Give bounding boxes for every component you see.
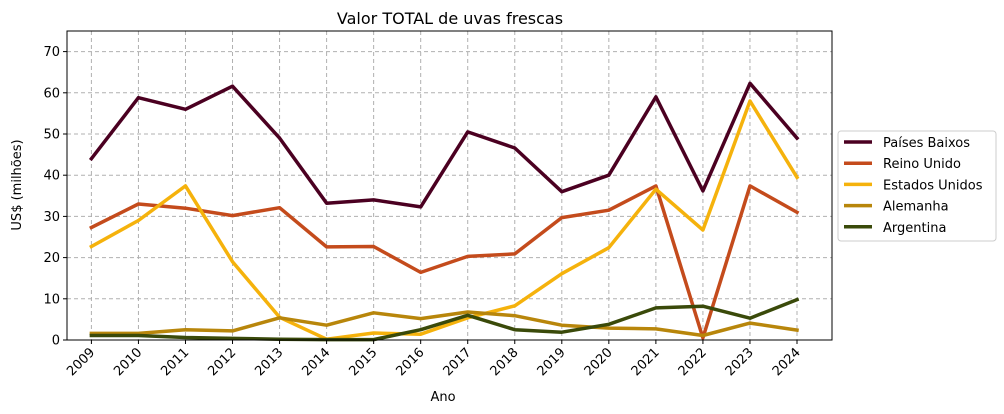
x-tick-label: 2020 <box>582 345 616 379</box>
x-axis-ticks: 2009 2010 2011 2012 2013 2014 2015 2016 2017 2018… <box>64 340 804 379</box>
y-tick-label: 70 <box>43 45 60 60</box>
x-tick-label: 2017 <box>441 345 475 379</box>
legend-frame <box>837 130 997 242</box>
x-tick-label: 2010 <box>111 345 145 379</box>
x-tick-label: 2021 <box>629 345 663 379</box>
y-tick-label: 50 <box>43 128 60 143</box>
series-line-4 <box>89 297 800 342</box>
legend-entry: Reino Unido <box>883 157 961 172</box>
legend-entry: Argentina <box>883 221 946 236</box>
x-tick-label: 2012 <box>205 345 239 379</box>
chart-title: Valor TOTAL de uvas frescas <box>337 9 563 28</box>
series-line-0 <box>88 81 800 209</box>
y-axis-ticks: 0 10 20 30 40 50 60 70 <box>43 45 67 349</box>
y-tick-label: 60 <box>43 86 60 101</box>
x-tick-label: 2015 <box>346 345 380 379</box>
series-lines <box>88 81 800 342</box>
legend-entry: Países Baixos <box>883 136 970 151</box>
y-tick-label: 0 <box>52 334 60 349</box>
x-tick-label: 2009 <box>64 345 98 379</box>
legend-entry: Alemanha <box>883 200 949 215</box>
series-line-2 <box>89 99 800 341</box>
plot-area <box>66 30 833 341</box>
series-line-1 <box>89 184 800 340</box>
x-tick-label: 2024 <box>770 345 804 379</box>
y-tick-label: 20 <box>43 251 60 266</box>
x-tick-label: 2019 <box>535 345 569 379</box>
legend-entry: Estados Unidos <box>883 178 983 193</box>
y-tick-label: 30 <box>43 210 60 225</box>
x-tick-label: 2014 <box>299 345 333 379</box>
y-tick-label: 40 <box>43 169 60 184</box>
legend: Países Baixos Reino Unido Estados Unidos Al… <box>837 130 997 242</box>
x-tick-label: 2022 <box>676 345 710 379</box>
x-axis-label: Ano <box>430 390 455 405</box>
x-tick-label: 2016 <box>394 345 428 379</box>
x-tick-label: 2013 <box>252 345 286 379</box>
x-tick-label: 2018 <box>488 345 522 379</box>
x-tick-label: 2023 <box>723 345 757 379</box>
y-tick-label: 10 <box>43 292 60 307</box>
y-axis-label: US$ (milhões) <box>10 139 25 230</box>
x-tick-label: 2011 <box>158 345 192 379</box>
series-line-3 <box>89 310 799 338</box>
